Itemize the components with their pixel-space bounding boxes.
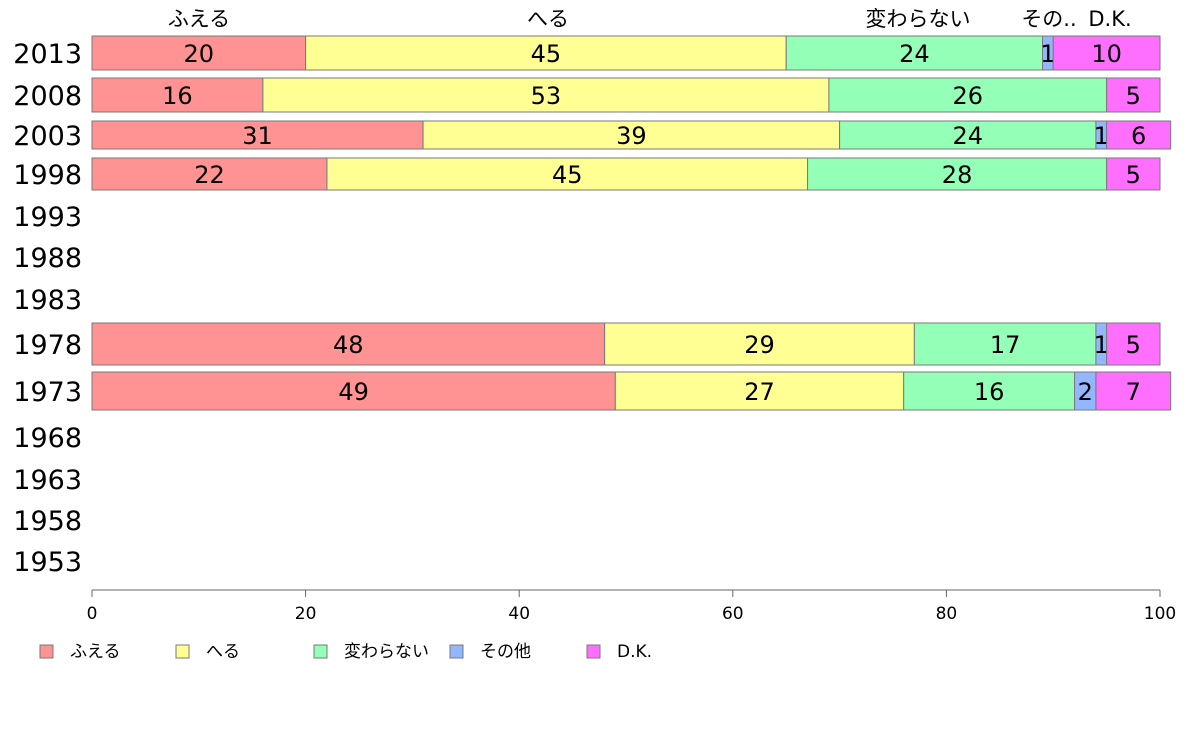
bar-label-2003-series-1: 39 <box>616 122 647 150</box>
bar-label-1973-series-4: 7 <box>1126 378 1141 406</box>
bar-2013-series-4 <box>1052 35 1161 71</box>
bar-1978-series-0 <box>91 322 606 366</box>
year-label-2008: 2008 <box>13 81 82 112</box>
bar-1973-series-4 <box>1095 371 1172 411</box>
year-label-1978: 1978 <box>13 330 82 361</box>
year-label-1983: 1983 <box>13 285 82 316</box>
x-tick-label-100: 100 <box>1144 604 1176 624</box>
bar-label-2003-series-3: 1 <box>1094 122 1109 150</box>
year-label-1963: 1963 <box>13 465 82 496</box>
bar-1998-series-2 <box>807 157 1108 191</box>
bar-label-1978-series-1: 29 <box>744 331 775 359</box>
bar-label-2013-series-2: 24 <box>899 40 930 68</box>
top-series-label-3: その.. <box>1021 7 1076 31</box>
bar-1978-series-2 <box>913 322 1097 366</box>
year-label-2003: 2003 <box>13 121 82 152</box>
bar-label-2013-series-0: 20 <box>184 40 215 68</box>
bar-label-1973-series-0: 49 <box>338 378 369 406</box>
bar-label-1973-series-2: 16 <box>974 378 1005 406</box>
year-label-1953: 1953 <box>13 547 82 578</box>
year-label-1998: 1998 <box>13 160 82 191</box>
bar-1978-series-4 <box>1106 322 1161 366</box>
bar-label-2003-series-2: 24 <box>952 122 983 150</box>
bar-label-2003-series-4: 6 <box>1131 122 1146 150</box>
bar-label-2008-series-4: 5 <box>1126 82 1141 110</box>
legend-swatch-3 <box>449 644 464 659</box>
legend-label-1: へる <box>206 642 240 662</box>
bar-label-1978-series-3: 1 <box>1094 331 1109 359</box>
bar-label-1973-series-1: 27 <box>744 378 775 406</box>
year-label-1993: 1993 <box>13 202 82 233</box>
bar-label-2008-series-0: 16 <box>162 82 193 110</box>
x-tick-label-0: 0 <box>87 604 98 624</box>
bar-label-1978-series-4: 5 <box>1126 331 1141 359</box>
bar-label-1978-series-0: 48 <box>333 331 364 359</box>
bar-2008-series-4 <box>1106 77 1161 113</box>
bar-label-1998-series-1: 45 <box>552 161 583 189</box>
bar-label-1998-series-4: 5 <box>1126 161 1141 189</box>
bar-label-1998-series-2: 28 <box>942 161 973 189</box>
legend-label-4: D.K. <box>617 642 652 662</box>
bar-1978-series-1 <box>604 322 915 366</box>
year-label-1988: 1988 <box>13 243 82 274</box>
bar-2013-series-2 <box>785 35 1044 71</box>
year-label-1973: 1973 <box>13 377 82 408</box>
bar-1998-series-4 <box>1106 157 1161 191</box>
bar-label-2013-series-1: 45 <box>531 40 562 68</box>
bar-2013-series-0 <box>91 35 307 71</box>
bar-2008-series-2 <box>828 77 1108 113</box>
legend-label-3: その他 <box>480 642 531 662</box>
legend-label-0: ふえる <box>70 642 121 662</box>
bar-1973-series-2 <box>903 371 1076 411</box>
x-tick-label-20: 20 <box>295 604 317 624</box>
bar-label-2003-series-0: 31 <box>242 122 273 150</box>
top-series-label-0: ふえる <box>168 7 230 31</box>
bar-2008-series-1 <box>262 77 830 113</box>
bar-label-2013-series-3: 1 <box>1040 40 1055 68</box>
bar-label-1978-series-2: 17 <box>990 331 1021 359</box>
legend-swatch-2 <box>313 644 328 659</box>
bar-2003-series-0 <box>91 120 424 150</box>
top-series-label-4: D.K. <box>1088 7 1131 31</box>
bar-label-2013-series-4: 10 <box>1091 40 1122 68</box>
legend-swatch-0 <box>39 644 54 659</box>
year-label-2013: 2013 <box>13 39 82 70</box>
bar-label-1973-series-3: 2 <box>1078 378 1093 406</box>
bar-1973-series-0 <box>91 371 616 411</box>
x-tick-label-60: 60 <box>722 604 744 624</box>
bar-2003-series-2 <box>839 120 1097 150</box>
bar-1998-series-0 <box>91 157 328 191</box>
top-series-label-1: へる <box>527 7 569 31</box>
bar-label-2008-series-1: 53 <box>531 82 562 110</box>
bar-1998-series-1 <box>326 157 809 191</box>
legend-label-2: 変わらない <box>344 642 429 662</box>
bar-label-1998-series-0: 22 <box>194 161 225 189</box>
x-tick-label-40: 40 <box>508 604 530 624</box>
year-label-1968: 1968 <box>13 423 82 454</box>
x-tick-label-80: 80 <box>936 604 958 624</box>
top-series-label-2: 変わらない <box>866 7 971 31</box>
year-label-1958: 1958 <box>13 506 82 537</box>
legend-swatch-1 <box>175 644 190 659</box>
bar-2013-series-1 <box>305 35 787 71</box>
bar-2003-series-4 <box>1106 120 1172 150</box>
bar-label-2008-series-2: 26 <box>952 82 983 110</box>
legend-swatch-4 <box>586 644 601 659</box>
bar-2008-series-0 <box>91 77 264 113</box>
